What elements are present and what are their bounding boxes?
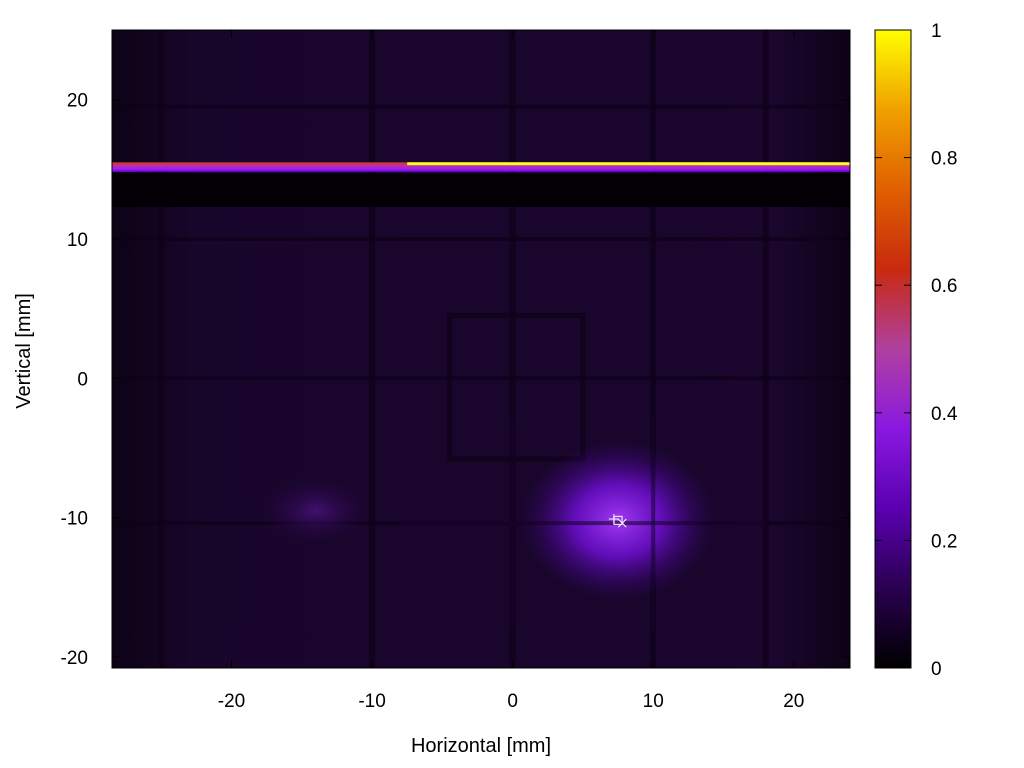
colorbar-tick-label: 0 bbox=[931, 659, 942, 680]
grid-square bbox=[446, 313, 586, 462]
y-tick-label: -10 bbox=[61, 509, 88, 530]
colorbar-scale bbox=[874, 29, 912, 669]
y-tick-label: 0 bbox=[77, 369, 88, 390]
colorbar: 0 0.2 0.4 0.6 0.8 1 bbox=[874, 21, 958, 680]
x-axis-ticks: -20 -10 0 10 20 bbox=[218, 30, 804, 712]
grid-line-vertical bbox=[762, 30, 769, 668]
y-axis-ticks: -20 -10 0 10 20 bbox=[61, 91, 850, 669]
faint-spot bbox=[259, 477, 373, 545]
grid-line-over-spot bbox=[400, 521, 766, 526]
x-tick-label: 20 bbox=[783, 691, 804, 712]
grid-line-vertical bbox=[509, 30, 516, 668]
peak-markers bbox=[608, 513, 627, 528]
colorbar-tick-label: 0.2 bbox=[931, 531, 957, 552]
grid-line-horizontal bbox=[112, 104, 850, 109]
bright-band bbox=[112, 162, 850, 173]
x-tick-label: 0 bbox=[507, 691, 518, 712]
grid-line-vertical bbox=[158, 30, 165, 668]
x-tick-label: -20 bbox=[218, 691, 245, 712]
colorbar-tick-label: 0.4 bbox=[931, 404, 958, 425]
x-tick-label: -10 bbox=[358, 691, 385, 712]
dark-band bbox=[112, 173, 850, 207]
grid-line-vertical bbox=[650, 30, 657, 668]
colorbar-ticks: 0 0.2 0.4 0.6 0.8 1 bbox=[875, 21, 958, 680]
beam-spot bbox=[521, 440, 715, 601]
x-axis-label: Horizontal [mm] bbox=[411, 735, 551, 757]
grid-line-horizontal bbox=[112, 236, 850, 241]
y-tick-label: -20 bbox=[61, 648, 88, 669]
colorbar-tick-label: 0.6 bbox=[931, 276, 957, 297]
heatmap-image bbox=[112, 30, 850, 668]
plot-frame bbox=[111, 29, 851, 669]
grid-line-horizontal bbox=[112, 376, 850, 381]
y-axis-label: Vertical [mm] bbox=[13, 293, 35, 409]
colorbar-tick-label: 0.8 bbox=[931, 149, 957, 170]
bright-line bbox=[407, 162, 850, 166]
x-tick-label: 10 bbox=[643, 691, 664, 712]
square-marker bbox=[613, 515, 623, 525]
grid-line-vertical bbox=[369, 30, 376, 668]
y-tick-label: 10 bbox=[67, 230, 88, 251]
colorbar-tick-label: 1 bbox=[931, 21, 942, 42]
y-tick-label: 20 bbox=[67, 91, 88, 112]
x-marker bbox=[617, 518, 627, 528]
heatmap-edge-shade bbox=[112, 30, 850, 668]
